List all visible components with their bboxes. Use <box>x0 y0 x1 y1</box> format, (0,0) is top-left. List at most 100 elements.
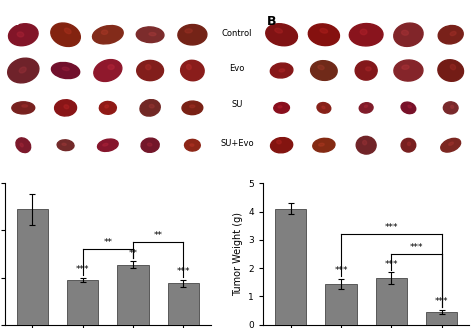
Ellipse shape <box>190 105 195 108</box>
Ellipse shape <box>438 60 464 81</box>
Ellipse shape <box>62 143 66 145</box>
Ellipse shape <box>149 32 156 36</box>
Text: **: ** <box>103 238 112 247</box>
Ellipse shape <box>140 100 160 116</box>
Text: ***: *** <box>410 243 423 252</box>
Ellipse shape <box>365 105 368 108</box>
Ellipse shape <box>270 63 293 78</box>
Bar <box>17 209 48 325</box>
Ellipse shape <box>184 139 200 151</box>
Bar <box>67 280 98 325</box>
Ellipse shape <box>319 143 324 146</box>
Ellipse shape <box>322 106 325 109</box>
Text: ***: *** <box>334 266 348 275</box>
Bar <box>326 284 356 325</box>
Ellipse shape <box>19 67 26 73</box>
Bar <box>426 312 457 325</box>
Ellipse shape <box>449 142 454 145</box>
Ellipse shape <box>408 105 411 108</box>
Ellipse shape <box>108 65 114 70</box>
Text: **: ** <box>154 231 163 240</box>
Ellipse shape <box>394 60 423 81</box>
Text: Evo: Evo <box>229 65 245 73</box>
Ellipse shape <box>279 69 285 72</box>
Ellipse shape <box>363 140 366 145</box>
Ellipse shape <box>94 60 122 81</box>
Ellipse shape <box>101 30 108 34</box>
Ellipse shape <box>185 29 192 33</box>
Ellipse shape <box>360 29 367 35</box>
Ellipse shape <box>274 103 290 113</box>
Text: ***: *** <box>384 260 398 269</box>
Ellipse shape <box>401 30 409 35</box>
Text: **: ** <box>128 249 137 257</box>
Ellipse shape <box>182 101 203 115</box>
Ellipse shape <box>441 138 461 152</box>
Ellipse shape <box>313 138 335 152</box>
Text: Control: Control <box>222 29 252 38</box>
Ellipse shape <box>12 102 35 114</box>
Ellipse shape <box>190 144 194 146</box>
Ellipse shape <box>17 32 24 37</box>
Ellipse shape <box>103 143 108 146</box>
Ellipse shape <box>308 24 339 46</box>
Ellipse shape <box>450 64 456 70</box>
Ellipse shape <box>365 67 371 71</box>
Ellipse shape <box>178 25 207 45</box>
Ellipse shape <box>16 138 31 153</box>
Ellipse shape <box>271 137 292 153</box>
Ellipse shape <box>187 65 191 70</box>
Ellipse shape <box>438 26 463 44</box>
Ellipse shape <box>20 143 23 147</box>
Text: B: B <box>267 14 277 28</box>
Ellipse shape <box>52 62 80 79</box>
Text: ***: *** <box>384 223 398 232</box>
Ellipse shape <box>318 65 324 70</box>
Ellipse shape <box>55 100 76 116</box>
Ellipse shape <box>278 106 282 108</box>
Bar <box>275 209 306 325</box>
Ellipse shape <box>64 28 71 34</box>
Ellipse shape <box>275 28 283 33</box>
Text: ***: *** <box>435 297 448 306</box>
Ellipse shape <box>401 102 416 113</box>
Ellipse shape <box>277 140 281 144</box>
Ellipse shape <box>57 140 74 151</box>
Ellipse shape <box>8 58 39 83</box>
Ellipse shape <box>92 26 123 44</box>
Ellipse shape <box>147 143 152 146</box>
Ellipse shape <box>451 105 454 108</box>
Ellipse shape <box>100 101 116 114</box>
Bar <box>376 278 407 325</box>
Ellipse shape <box>181 60 204 81</box>
Ellipse shape <box>401 138 416 152</box>
Ellipse shape <box>51 23 80 47</box>
Ellipse shape <box>320 29 328 33</box>
Ellipse shape <box>98 139 118 152</box>
Ellipse shape <box>359 103 373 113</box>
Text: SU: SU <box>231 100 243 109</box>
Ellipse shape <box>64 105 69 109</box>
Text: ***: *** <box>176 267 190 277</box>
Ellipse shape <box>356 136 376 154</box>
Ellipse shape <box>317 103 331 113</box>
Ellipse shape <box>394 23 423 46</box>
Ellipse shape <box>450 31 456 36</box>
Ellipse shape <box>266 24 298 46</box>
Bar <box>168 283 199 325</box>
Text: SU+Evo: SU+Evo <box>220 139 254 148</box>
Ellipse shape <box>349 24 383 46</box>
Y-axis label: Tumor Weight (g): Tumor Weight (g) <box>233 212 243 296</box>
Ellipse shape <box>146 65 151 70</box>
Bar <box>118 265 148 325</box>
Ellipse shape <box>22 105 27 107</box>
Ellipse shape <box>137 60 164 81</box>
Ellipse shape <box>62 67 69 71</box>
Ellipse shape <box>105 105 109 108</box>
Ellipse shape <box>310 61 337 80</box>
Text: ***: *** <box>76 265 90 274</box>
Ellipse shape <box>355 61 377 80</box>
Ellipse shape <box>9 24 38 46</box>
Ellipse shape <box>402 65 409 69</box>
Ellipse shape <box>149 104 154 108</box>
